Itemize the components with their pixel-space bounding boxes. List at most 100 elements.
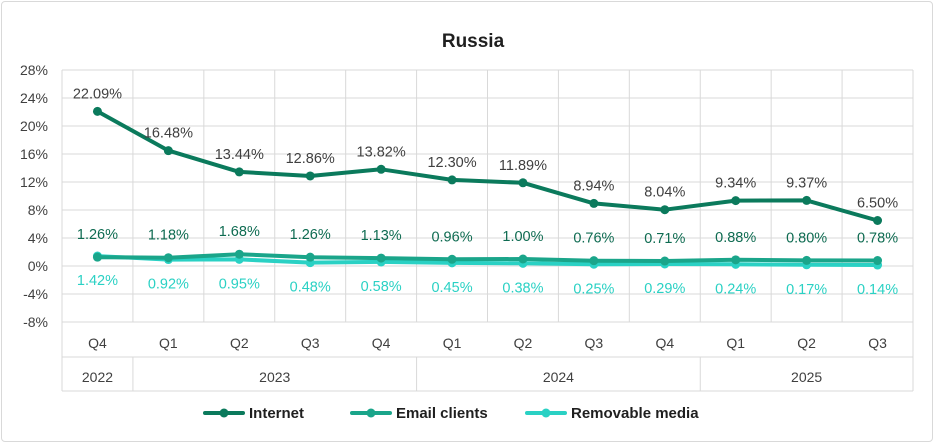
year-label: 2022 xyxy=(82,369,113,385)
y-tick-label: 0% xyxy=(28,258,48,274)
data-point xyxy=(731,196,741,206)
data-label: 0.78% xyxy=(857,231,898,247)
legend-label: Email clients xyxy=(396,405,488,422)
y-tick-label: 8% xyxy=(28,202,48,218)
data-label: 0.92% xyxy=(148,277,189,293)
legend-marker xyxy=(366,408,376,418)
data-labels: 22.09% 16.48% 13.44% 12.86% 13.82% 12.30% 11.8… xyxy=(73,86,898,298)
data-point xyxy=(731,255,741,265)
data-point xyxy=(802,195,812,205)
y-tick-label: 20% xyxy=(20,118,48,134)
x-axis: Q4 Q1 Q2 Q3 Q4 Q1 Q2 Q3 Q4 Q1 Q2 Q3 2022 2023 2024 2025 xyxy=(61,321,914,392)
data-label: 1.26% xyxy=(290,227,331,243)
data-point xyxy=(92,106,102,116)
series-lines xyxy=(92,106,883,270)
data-label: 6.50% xyxy=(857,196,898,212)
x-tick-label: Q2 xyxy=(514,335,533,351)
data-point xyxy=(660,256,670,266)
data-label: 11.89% xyxy=(499,158,547,174)
data-point xyxy=(873,216,883,225)
y-tick-label: 16% xyxy=(20,146,48,162)
series-line xyxy=(95,109,880,223)
x-tick-label: Q3 xyxy=(868,335,887,351)
x-tick-label: Q1 xyxy=(443,335,462,351)
data-point xyxy=(589,256,599,266)
x-tick-label: Q1 xyxy=(159,335,178,351)
data-label: 9.34% xyxy=(715,176,756,192)
data-label: 0.96% xyxy=(431,229,472,245)
x-tick-label: Q3 xyxy=(301,335,320,351)
data-label: 1.68% xyxy=(219,224,260,240)
data-label: 13.82% xyxy=(357,144,406,160)
data-point xyxy=(234,167,244,177)
data-label: 0.14% xyxy=(857,282,898,298)
y-tick-label: -4% xyxy=(23,286,48,302)
data-label: 12.30% xyxy=(427,155,476,171)
data-label: 13.44% xyxy=(215,147,264,163)
data-label: 0.48% xyxy=(290,280,331,296)
data-point xyxy=(305,171,315,181)
data-point xyxy=(447,254,457,264)
data-label: 0.24% xyxy=(715,281,756,297)
data-label: 12.86% xyxy=(286,151,335,167)
data-label: 0.95% xyxy=(219,276,260,292)
y-tick-label: 28% xyxy=(20,62,48,78)
legend: Internet Email clients Removable media xyxy=(203,405,699,422)
data-label: 0.29% xyxy=(644,281,685,297)
data-label: 0.58% xyxy=(361,279,402,295)
data-point xyxy=(163,253,173,263)
data-point xyxy=(92,252,102,262)
y-tick-label: -8% xyxy=(23,314,48,330)
y-axis: -8% -4% 0% 4% 8% 12% 16% 20% 24% 28% xyxy=(20,62,48,330)
x-tick-label: Q4 xyxy=(88,335,107,351)
data-point xyxy=(163,146,173,156)
data-point xyxy=(376,253,386,263)
data-label: 0.71% xyxy=(644,231,685,247)
data-label: 0.88% xyxy=(715,230,756,246)
data-label: 0.38% xyxy=(502,280,543,296)
data-point xyxy=(873,256,883,266)
data-label: 16.48% xyxy=(144,126,193,142)
x-tick-label: Q4 xyxy=(372,335,391,351)
x-tick-label: Q2 xyxy=(797,335,816,351)
data-label: 0.45% xyxy=(431,280,472,296)
data-label: 0.25% xyxy=(573,281,614,297)
year-label: 2024 xyxy=(543,369,574,385)
data-point xyxy=(518,254,528,264)
year-label: 2023 xyxy=(259,369,290,385)
legend-label: Internet xyxy=(249,405,304,422)
data-point xyxy=(802,255,812,265)
legend-label: Removable media xyxy=(571,405,699,422)
data-point xyxy=(589,198,599,208)
data-label: 1.13% xyxy=(361,228,402,244)
x-tick-label: Q1 xyxy=(726,335,745,351)
data-label: 0.17% xyxy=(786,282,827,298)
data-label: 9.37% xyxy=(786,175,827,191)
data-label: 1.42% xyxy=(77,273,118,289)
series-line xyxy=(95,254,880,267)
data-point xyxy=(376,164,386,174)
x-tick-label: Q3 xyxy=(585,335,604,351)
year-label: 2025 xyxy=(791,369,822,385)
data-label: 22.09% xyxy=(73,86,122,102)
data-label: 1.26% xyxy=(77,227,118,243)
data-label: 0.80% xyxy=(786,230,827,246)
data-point xyxy=(660,205,670,215)
data-label: 0.76% xyxy=(573,231,614,247)
x-tick-label: Q2 xyxy=(230,335,249,351)
series-line xyxy=(95,252,880,263)
data-point xyxy=(234,249,244,259)
legend-marker xyxy=(541,408,551,418)
data-label: 1.18% xyxy=(148,228,189,244)
x-tick-label: Q4 xyxy=(655,335,674,351)
data-label: 8.04% xyxy=(644,185,685,201)
y-tick-label: 12% xyxy=(20,174,48,190)
legend-marker xyxy=(219,408,229,418)
data-label: 8.94% xyxy=(573,178,614,194)
data-point xyxy=(518,178,528,188)
y-tick-label: 4% xyxy=(28,230,48,246)
data-label: 1.00% xyxy=(502,229,543,245)
chart-title: Russia xyxy=(442,31,505,52)
